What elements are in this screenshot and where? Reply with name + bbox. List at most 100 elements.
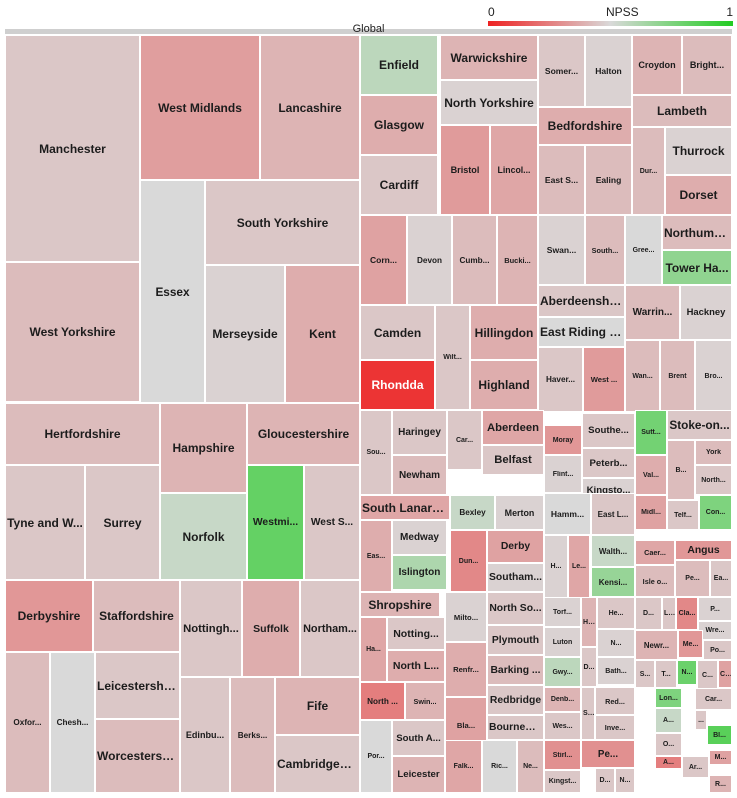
treemap-tile[interactable]: A... [655,756,682,769]
treemap-tile[interactable]: Thurrock [665,127,732,175]
treemap-tile[interactable]: Eas... [360,520,392,592]
treemap-tile[interactable]: Swin... [405,682,445,720]
treemap-tile[interactable]: Northumb... [662,215,732,250]
treemap-tile[interactable]: Hillingdon [470,305,538,360]
treemap-tile[interactable]: Surrey [85,465,160,580]
treemap-tile[interactable]: Merton [495,495,544,530]
treemap-tile[interactable]: ... [695,710,707,730]
treemap-tile[interactable]: Lisb... [662,597,676,630]
treemap-tile[interactable]: East S... [538,145,585,215]
treemap-tile[interactable]: North ... [360,682,405,720]
treemap-tile[interactable]: South Lanark... [360,495,450,520]
treemap-tile[interactable]: Derby [487,530,544,563]
treemap-tile[interactable]: Gree... [625,215,662,285]
treemap-tile[interactable]: Angus [675,540,732,560]
treemap-tile[interactable]: N... [677,660,697,685]
treemap-tile[interactable]: Cambridgesh... [275,735,360,793]
treemap-tile[interactable]: Tyne and W... [5,465,85,580]
treemap-tile[interactable]: Essex [140,180,205,403]
treemap-tile[interactable]: D... [581,647,597,687]
treemap-tile[interactable]: Hertfordshire [5,403,160,465]
treemap-tile[interactable]: Newham [392,455,447,495]
treemap-tile[interactable]: Warrin... [625,285,680,340]
treemap-tile[interactable]: Car... [695,688,732,710]
treemap-tile[interactable]: South... [585,215,625,285]
treemap-tile[interactable]: Telf... [667,500,699,530]
treemap-tile[interactable]: Milto... [445,592,487,642]
treemap-tile[interactable]: Cumb... [452,215,497,305]
treemap-tile[interactable]: North Yorkshire [440,80,538,125]
treemap-tile[interactable]: West ... [583,347,625,412]
treemap-tile[interactable]: Highland [470,360,538,410]
treemap-tile[interactable]: Newr... [635,630,678,660]
treemap-tile[interactable]: Derbyshire [5,580,93,652]
treemap-tile[interactable]: Wan... [625,340,660,412]
treemap-tile[interactable]: Hampshire [160,403,247,493]
treemap-tile[interactable]: Wes... [544,712,581,740]
treemap-tile[interactable]: Edinbu... [180,677,230,793]
treemap-tile[interactable]: Caer... [635,540,675,565]
treemap-tile[interactable]: Corn... [360,215,407,305]
treemap-tile[interactable]: Oxfor... [5,652,50,793]
treemap-tile[interactable]: D... [635,597,662,630]
treemap-tile[interactable]: Aberdeen [482,410,544,445]
treemap-tile[interactable]: Haringey [392,410,447,455]
treemap-tile[interactable]: Somer... [538,35,585,107]
treemap-tile[interactable]: East Riding o... [538,317,625,347]
treemap-tile[interactable]: Pe... [581,740,635,768]
treemap-tile[interactable]: Me... [678,630,703,658]
treemap-tile[interactable]: Tower Ha... [662,250,732,285]
treemap-tile[interactable]: Halton [585,35,632,107]
treemap-tile[interactable]: O... [655,733,682,756]
treemap-tile[interactable]: Swan... [538,215,585,285]
treemap-tile[interactable]: Brent [660,340,695,412]
treemap-tile[interactable]: Cardiff [360,155,438,215]
treemap-tile[interactable]: Ea... [710,560,732,597]
treemap-tile[interactable]: C... [718,660,732,688]
treemap-tile[interactable]: Warwickshire [440,35,538,80]
treemap-tile[interactable]: Belfast [482,445,544,475]
treemap-tile[interactable]: Luton [544,627,581,657]
treemap-tile[interactable]: Ealing [585,145,632,215]
treemap-tile[interactable]: North So... [487,592,544,625]
treemap-tile[interactable]: Bexley [450,495,495,530]
treemap-tile[interactable]: A... [655,708,682,733]
treemap-tile[interactable]: Hackney [680,285,732,340]
treemap-tile[interactable]: Gloucestershire [247,403,360,465]
treemap-tile[interactable]: D... [595,768,615,793]
treemap-tile[interactable]: Camden [360,305,435,360]
treemap-tile[interactable]: Suffolk [242,580,300,677]
treemap-tile[interactable]: Falk... [445,740,482,793]
treemap-tile[interactable]: Sutt... [635,410,667,455]
treemap-tile[interactable]: Aberdeenshire [538,285,625,317]
treemap-tile[interactable]: Manchester [5,35,140,262]
treemap-tile[interactable]: Ne... [517,740,544,793]
treemap-tile[interactable]: Islington [392,555,447,590]
treemap-tile[interactable]: Stoke-on... [667,410,732,440]
treemap-tile[interactable]: Lon... [655,688,682,708]
treemap-tile[interactable]: Ha... [360,617,387,682]
treemap-tile[interactable]: Rhondda [360,360,435,410]
treemap-tile[interactable]: Southam... [487,563,544,592]
treemap-tile[interactable]: Northam... [300,580,360,677]
treemap-tile[interactable]: Bro... [695,340,732,412]
treemap-tile[interactable]: Bristol [440,125,490,215]
treemap-tile[interactable]: South Yorkshire [205,180,360,265]
treemap-tile[interactable]: Ric... [482,740,517,793]
treemap-tile[interactable]: T... [655,660,677,688]
treemap-tile[interactable]: Peterb... [582,448,635,478]
treemap-tile[interactable]: Barking ... [487,655,544,685]
treemap-tile[interactable]: Dorset [665,175,732,215]
treemap-tile[interactable]: Ar... [682,756,709,778]
treemap-tile[interactable]: West Midlands [140,35,260,180]
treemap-tile[interactable]: Walth... [591,535,635,567]
treemap-tile[interactable]: Haver... [538,347,583,412]
treemap-tile[interactable]: Croydon [632,35,682,95]
treemap-tile[interactable]: Kensi... [591,567,635,597]
treemap-tile[interactable]: Red... [595,687,635,715]
treemap-tile[interactable]: Nottingh... [180,580,242,677]
treemap-tile[interactable]: Bournem... [487,715,544,740]
treemap-tile[interactable]: West S... [304,465,360,580]
treemap-tile[interactable]: Wre... [698,621,732,640]
treemap-tile[interactable]: Fife [275,677,360,735]
